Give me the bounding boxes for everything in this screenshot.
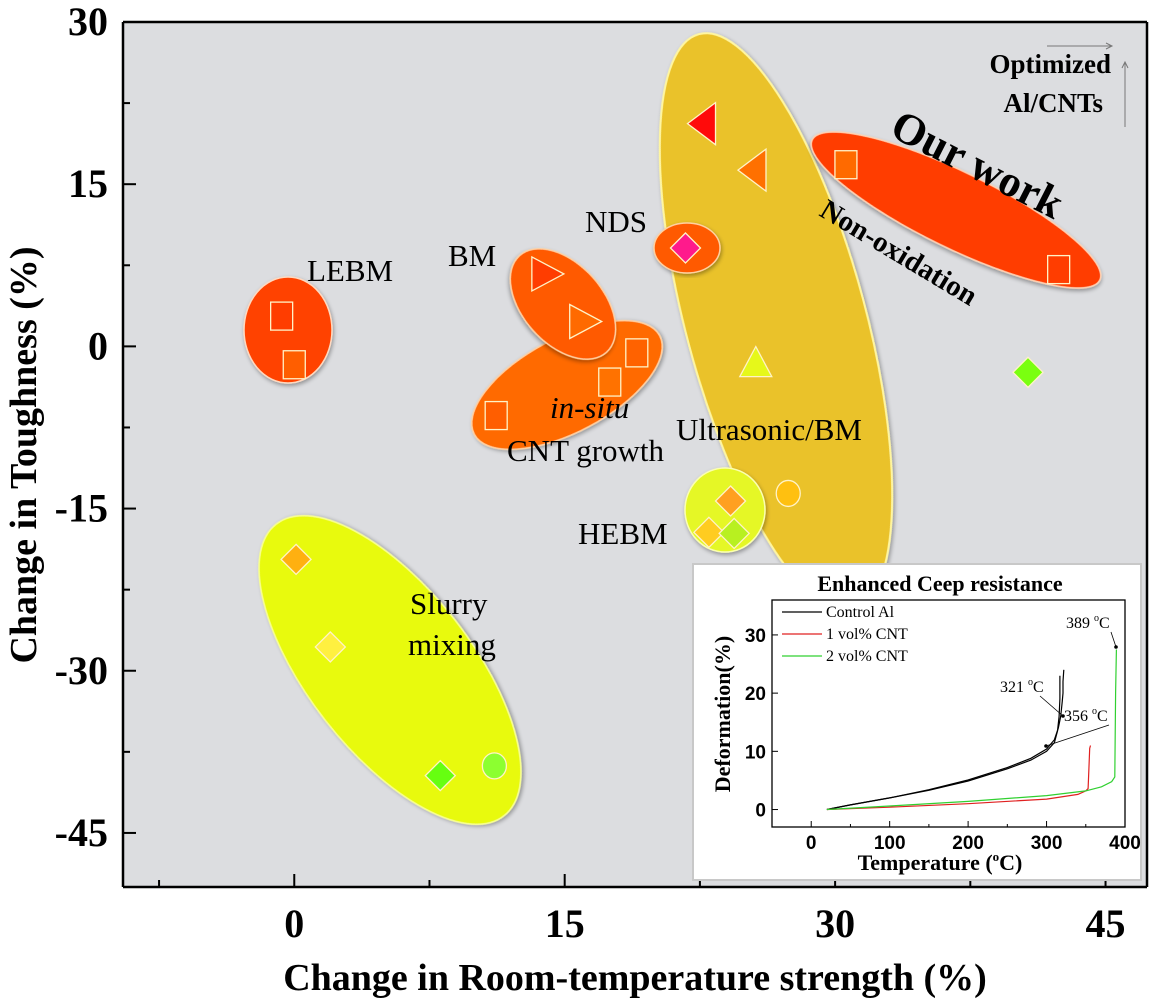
data-point-square [269,301,294,331]
annotation-optimized: Optimized [990,49,1112,79]
inset-x-tick-label: 100 [874,833,906,854]
data-point-diamond [692,516,725,549]
x-axis-title: Change in Room-temperature strength (%) [283,957,987,999]
data-point-circle [481,752,508,780]
inset-annotation: 389 oC [1066,613,1110,632]
y-tick-label: -30 [55,648,108,693]
y-tick-label: 15 [68,161,108,206]
y-tick-label: 30 [68,0,108,44]
inset-legend-label: 1 vol% CNT [826,626,908,643]
inset-arrowhead [1114,645,1118,649]
label-hebm: HEBM [578,516,668,551]
inset-title: Enhanced Ceep resistance [817,571,1062,596]
data-point-circle [775,479,801,508]
inset-annotation-arrow [1110,631,1117,648]
inset-x-tick-label: 400 [1109,833,1141,854]
annotation-al-cnts: Al/CNTs [1003,88,1103,118]
data-point-diamond [314,631,347,663]
data-point-square [484,400,508,431]
inset-annotation: 356 oC [1064,706,1108,725]
inset-x-tick-label: 200 [952,833,984,854]
inset-legend-label: 2 vol% CNT [826,648,908,665]
inset-series-line [826,745,1092,811]
inset-series-line [826,675,1061,811]
inset-y-tick-label: 0 [755,801,766,822]
inset-annotation-arrow [1039,695,1064,717]
inset-ylabel: Deformation(%) [710,636,735,792]
inset-frame [771,599,1126,828]
y-tick-label: -15 [55,486,108,531]
inset-y-tick-label: 30 [745,626,766,647]
data-point-diamond [424,759,457,792]
data-points [269,101,1071,792]
y-tick-label: 0 [88,323,108,368]
x-tick-label: 45 [1086,901,1126,946]
data-point-triangle-right [569,303,604,340]
data-point-diamond [718,517,751,550]
data-point-square [625,338,649,368]
label-slurry: Slurry [410,586,488,621]
data-point-diamond [1012,356,1044,389]
arrow-up-icon [1121,60,1129,127]
inset-annotation: 321 oC [1000,677,1044,696]
label-cnt-growth: CNT growth [507,433,665,468]
data-point-diamond [714,485,747,517]
inset-arrowhead [1044,744,1048,748]
inset-chart: Enhanced Ceep resistance 0 100 200 300 400 0 1… [692,563,1142,881]
data-point-square [598,367,622,397]
x-tick-label: 15 [545,901,585,946]
label-bm: BM [448,238,496,273]
inset-y-tick-label: 20 [745,684,766,705]
y-axis-title: Change in Toughness (%) [3,246,45,663]
y-tick-label: -45 [55,810,108,855]
label-in-situ: in-situ [550,390,629,425]
inset-x-tick-label: 0 [806,833,817,854]
data-point-square [1047,254,1071,285]
data-point-triangle-left [736,147,767,193]
cluster-slurry [258,514,522,826]
inset-plot: 0 100 200 300 400 0 10 20 30 Control Al 1 vol% CNT… [745,599,1141,854]
arrow-right-icon [1047,42,1114,50]
data-point-triangle-left [686,101,717,146]
label-lebm: LEBM [307,253,393,288]
inset-y-tick-label: 10 [745,742,766,763]
inset-annotation-arrow [1045,724,1110,747]
cluster-in-situ [470,319,664,451]
main-axes: 0 15 30 45 30 15 0 -15 -30 -45 [55,0,1149,946]
x-tick-label: 30 [815,901,855,946]
data-point-square [282,350,306,380]
label-ultrasonic-bm: Ultrasonic/BM [676,412,862,447]
label-nds: NDS [585,204,647,239]
inset-xlabel: Temperature (oC) [858,849,1023,875]
inset-legend-label: Control Al [826,604,895,621]
cluster-our-work [810,131,1102,289]
data-point-triangle-right [531,255,566,293]
data-point-diamond [669,232,702,264]
inset-series-line [826,649,1117,811]
data-point-square [834,150,858,180]
label-mixing: mixing [408,627,496,662]
inset-arrowhead [1061,714,1065,718]
data-point-diamond [280,543,312,576]
x-tick-label: 0 [284,901,304,946]
data-point-triangle-up [738,345,773,378]
inset-x-tick-label: 300 [1031,833,1063,854]
